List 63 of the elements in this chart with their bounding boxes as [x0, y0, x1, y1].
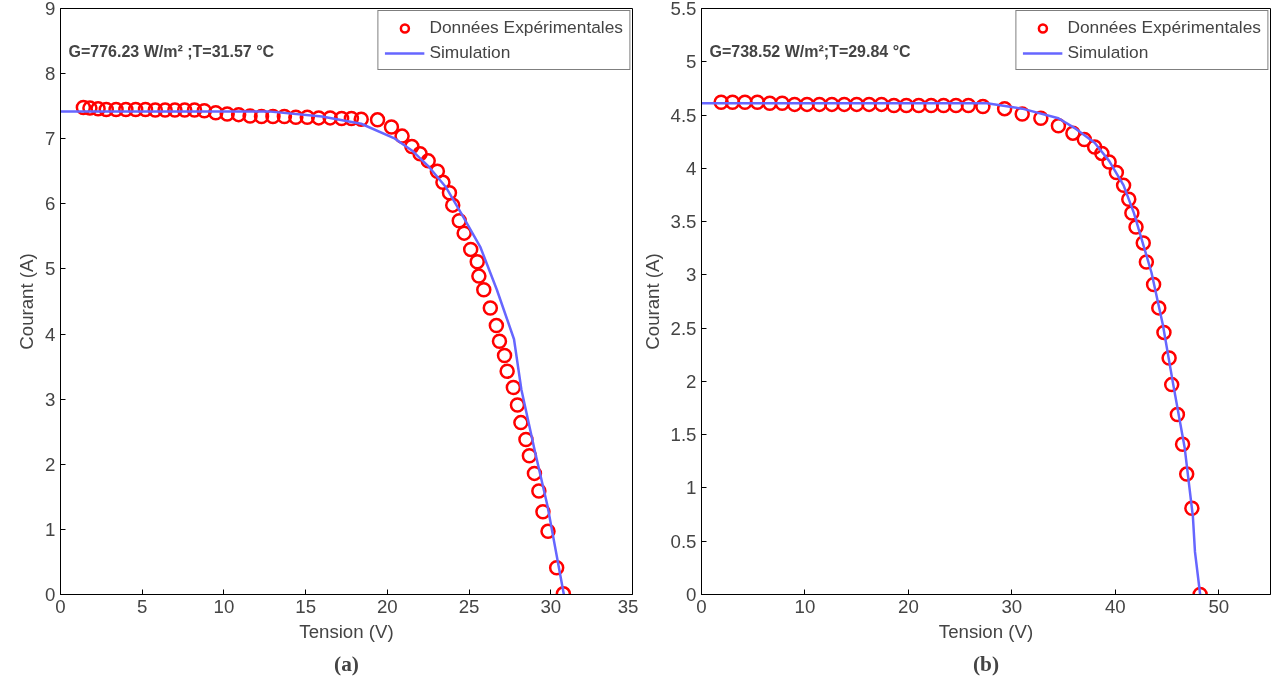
- x-tick-label: 15: [295, 595, 317, 617]
- y-tick-label: 8: [45, 63, 56, 85]
- y-tick-label: 6: [45, 193, 56, 215]
- y-tick-label: 4.5: [670, 104, 697, 126]
- point: [383, 119, 400, 135]
- legend-label: Simulation: [1067, 42, 1149, 63]
- x-tick-label: 40: [1104, 595, 1126, 617]
- point: [476, 282, 492, 298]
- point: [499, 363, 515, 379]
- y-tick-label: 0.5: [670, 530, 697, 552]
- y-axis-title: Courant (A): [641, 253, 663, 350]
- y-tick-label: 3: [45, 388, 56, 410]
- x-tick-label: 10: [794, 595, 816, 617]
- y-tick-label: 2: [45, 453, 56, 475]
- point: [496, 347, 513, 364]
- x-tick-label: 25: [458, 595, 480, 617]
- x-tick-label: 30: [540, 595, 562, 617]
- point: [1174, 436, 1191, 453]
- text: (b): [972, 651, 1000, 676]
- y-tick-label: 1: [686, 477, 697, 499]
- annotation: G=738.52 W/m²;T=29.84 °C: [709, 42, 912, 60]
- y-tick-label: 1.5: [670, 424, 697, 446]
- x-axis-title: Tension (V): [938, 620, 1034, 642]
- y-tick-label: 1: [45, 518, 56, 540]
- x-axis-title: Tension (V): [299, 620, 394, 642]
- x-tick-label: 50: [1208, 595, 1230, 617]
- y-axis-title: Courant (A): [16, 253, 38, 350]
- y-tick-label: 9: [45, 0, 56, 19]
- x-tick-label: 10: [213, 595, 235, 617]
- legend-label: Simulation: [429, 42, 511, 63]
- point: [505, 379, 522, 396]
- y-tick-label: 5: [686, 51, 697, 73]
- point: [462, 241, 479, 258]
- x-tick-label: 5: [137, 595, 148, 617]
- y-tick-label: 5: [45, 258, 56, 280]
- legend-label: Données Expérimentales: [429, 17, 623, 38]
- point: [1101, 154, 1117, 170]
- y-tick-label: 3.5: [670, 211, 697, 233]
- y-tick-label: 5.5: [670, 0, 697, 19]
- x-tick-label: 20: [898, 595, 919, 617]
- y-tick-label: 2: [686, 370, 697, 392]
- point: [369, 112, 386, 128]
- x-tick-label: 30: [1001, 595, 1023, 617]
- x-tick-label: 35: [617, 595, 639, 617]
- y-tick-label: 7: [45, 128, 56, 150]
- y-tick-label: 2.5: [670, 317, 697, 339]
- line-series: [60, 110, 566, 595]
- point: [471, 268, 487, 284]
- point: [1163, 376, 1180, 393]
- point: [469, 254, 485, 270]
- legend-label: Données Expérimentales: [1067, 17, 1261, 38]
- point: [509, 397, 526, 413]
- point: [488, 317, 505, 334]
- annotation: G=776.23 W/m² ;T=31.57 °C: [68, 42, 275, 60]
- y-tick-label: 4: [45, 323, 56, 345]
- point: [491, 333, 508, 349]
- text: (a): [334, 651, 359, 676]
- x-tick-label: 20: [376, 595, 398, 617]
- point: [482, 300, 499, 316]
- point: [996, 100, 1013, 117]
- line-series: [701, 102, 1202, 595]
- y-tick-label: 3: [686, 264, 697, 286]
- y-tick-label: 4: [686, 157, 697, 179]
